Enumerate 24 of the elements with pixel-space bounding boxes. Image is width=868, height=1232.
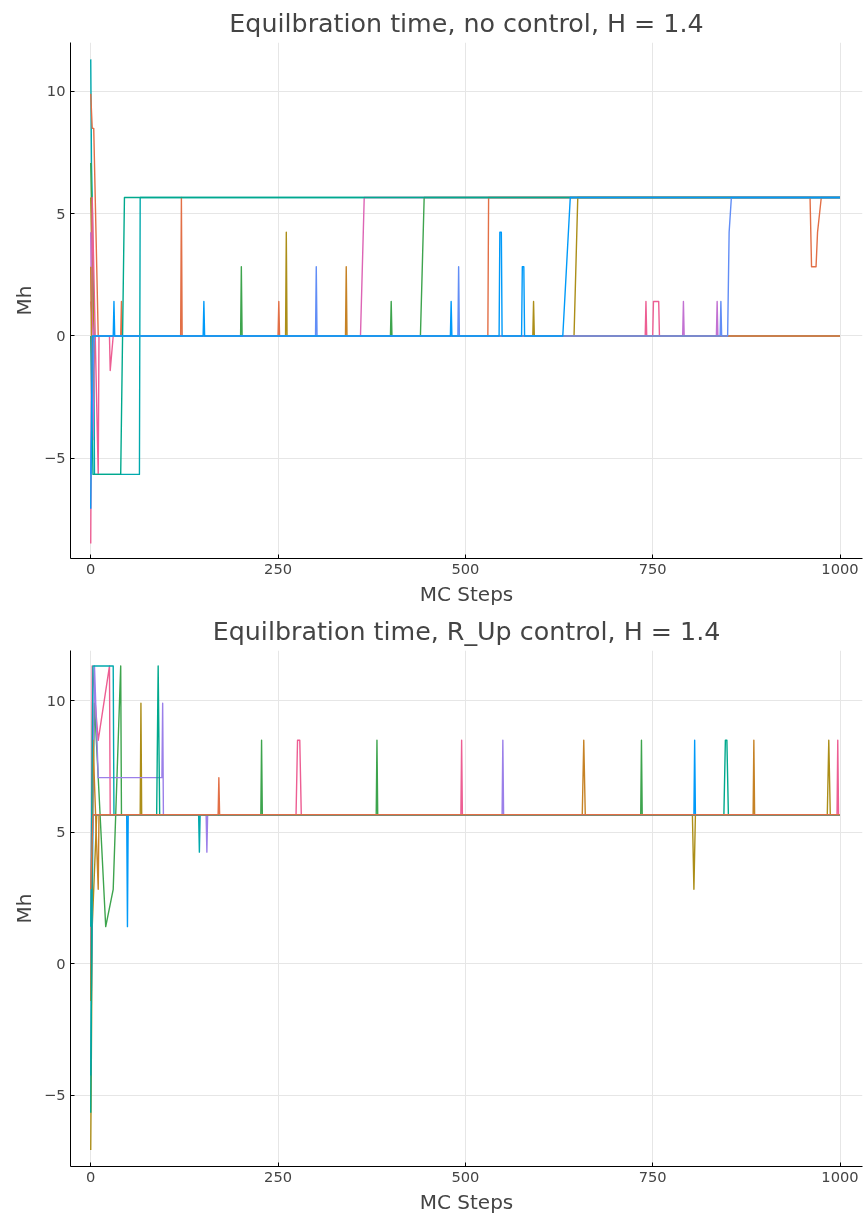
x-tick-label: 0 — [86, 559, 96, 577]
y-tick-label: 10 — [46, 691, 66, 709]
y-tick-label: 0 — [56, 954, 66, 972]
x-axis-title: MC Steps — [419, 581, 514, 606]
x-tick-label: 0 — [86, 1167, 96, 1185]
x-tick-label: 750 — [638, 559, 667, 577]
x-tick-label: 1000 — [821, 559, 859, 577]
x-axis-title: MC Steps — [419, 1189, 514, 1214]
chart-title: Equilbration time, no control, H = 1.4 — [229, 7, 704, 38]
x-tick-label: 1000 — [821, 1167, 859, 1185]
y-tick-label: 0 — [56, 326, 66, 344]
y-tick-label: −5 — [43, 1086, 66, 1104]
x-tick-label: 500 — [451, 559, 480, 577]
y-axis-title: Mh — [11, 893, 36, 924]
chart-title: Equilbration time, R_Up control, H = 1.4 — [212, 615, 721, 646]
x-tick-label: 750 — [638, 1167, 667, 1185]
y-tick-label: 5 — [56, 823, 66, 841]
x-tick-label: 500 — [451, 1167, 480, 1185]
y-tick-label: −5 — [43, 449, 66, 467]
y-axis-title: Mh — [11, 285, 36, 316]
x-tick-label: 250 — [264, 559, 293, 577]
y-tick-label: 5 — [56, 204, 66, 222]
y-tick-label: 10 — [46, 82, 66, 100]
x-tick-label: 250 — [264, 1167, 293, 1185]
